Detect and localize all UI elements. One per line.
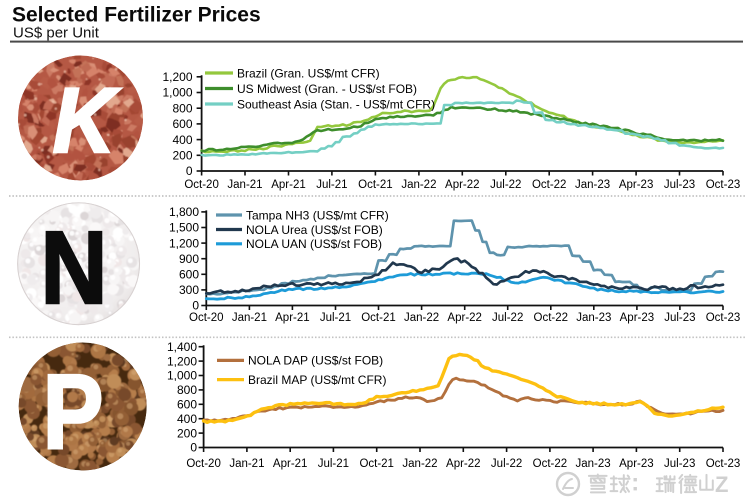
svg-text:Jul-21: Jul-21 bbox=[318, 458, 349, 470]
svg-text:Apr-21: Apr-21 bbox=[271, 179, 306, 191]
svg-text:Jan-22: Jan-22 bbox=[401, 179, 436, 191]
svg-text:Oct-21: Oct-21 bbox=[359, 458, 394, 470]
svg-text:NOLA UAN (US$/st FOB): NOLA UAN (US$/st FOB) bbox=[246, 237, 382, 251]
svg-text:Jan-21: Jan-21 bbox=[232, 312, 267, 324]
svg-text:400: 400 bbox=[177, 412, 197, 426]
svg-text:Jan-23: Jan-23 bbox=[575, 179, 610, 191]
svg-text:Jul-23: Jul-23 bbox=[664, 312, 695, 324]
svg-text:Brazil MAP (US$/mt CFR): Brazil MAP (US$/mt CFR) bbox=[248, 373, 386, 387]
svg-text:Jul-22: Jul-22 bbox=[492, 312, 523, 324]
svg-text:1,000: 1,000 bbox=[162, 86, 192, 100]
svg-text:Jul-22: Jul-22 bbox=[491, 458, 522, 470]
svg-text:Oct-20: Oct-20 bbox=[189, 312, 224, 324]
svg-text:1,500: 1,500 bbox=[169, 221, 199, 235]
svg-text:1,200: 1,200 bbox=[169, 236, 199, 250]
svg-text:600: 600 bbox=[179, 268, 199, 282]
svg-text:NOLA DAP (US$/st FOB): NOLA DAP (US$/st FOB) bbox=[248, 354, 383, 368]
svg-text:Z: Z bbox=[715, 472, 728, 497]
svg-text:Oct-22: Oct-22 bbox=[533, 458, 568, 470]
svg-text:800: 800 bbox=[177, 383, 197, 397]
svg-text:600: 600 bbox=[172, 117, 192, 131]
svg-text:Apr-21: Apr-21 bbox=[273, 458, 308, 470]
svg-text:1,200: 1,200 bbox=[167, 354, 197, 368]
svg-text:Jul-23: Jul-23 bbox=[664, 458, 695, 470]
svg-text:Apr-22: Apr-22 bbox=[447, 312, 482, 324]
svg-text:Apr-22: Apr-22 bbox=[446, 458, 481, 470]
svg-text:300: 300 bbox=[179, 283, 199, 297]
svg-text:NOLA Urea (US$/st FOB): NOLA Urea (US$/st FOB) bbox=[246, 223, 383, 237]
svg-text:200: 200 bbox=[177, 426, 197, 440]
svg-text:800: 800 bbox=[172, 101, 192, 115]
svg-text:Brazil (Gran. US$/mt CFR): Brazil (Gran. US$/mt CFR) bbox=[237, 66, 380, 80]
svg-text:Oct-23: Oct-23 bbox=[706, 458, 741, 470]
svg-text:1,000: 1,000 bbox=[167, 369, 197, 383]
svg-text:Jan-22: Jan-22 bbox=[404, 312, 439, 324]
svg-text:1,800: 1,800 bbox=[169, 205, 199, 219]
svg-text:Apr-22: Apr-22 bbox=[445, 179, 480, 191]
svg-text:1,400: 1,400 bbox=[167, 340, 197, 354]
svg-text:Apr-23: Apr-23 bbox=[619, 458, 654, 470]
svg-text:Jan-21: Jan-21 bbox=[227, 179, 262, 191]
svg-text:Tampa NH3 (US$/mt CFR): Tampa NH3 (US$/mt CFR) bbox=[246, 208, 389, 222]
svg-text:900: 900 bbox=[179, 252, 199, 266]
svg-text:Oct-20: Oct-20 bbox=[184, 179, 219, 191]
svg-text:K: K bbox=[53, 69, 121, 172]
svg-text:Jan-21: Jan-21 bbox=[229, 458, 264, 470]
svg-text:Oct-23: Oct-23 bbox=[706, 312, 741, 324]
svg-text:Jul-21: Jul-21 bbox=[320, 312, 351, 324]
svg-text:Jan-23: Jan-23 bbox=[576, 458, 611, 470]
svg-text:600: 600 bbox=[177, 398, 197, 412]
svg-text:200: 200 bbox=[172, 149, 192, 163]
svg-text:Oct-23: Oct-23 bbox=[706, 179, 741, 191]
svg-text:1,200: 1,200 bbox=[162, 70, 192, 84]
svg-text:Selected Fertilizer Prices: Selected Fertilizer Prices bbox=[12, 4, 261, 27]
svg-text:Apr-23: Apr-23 bbox=[620, 312, 655, 324]
svg-text:US Midwest (Gran. - US$/st FOB: US Midwest (Gran. - US$/st FOB) bbox=[237, 82, 417, 96]
svg-text:Apr-23: Apr-23 bbox=[619, 179, 654, 191]
svg-text:Apr-21: Apr-21 bbox=[275, 312, 310, 324]
svg-text:Jul-21: Jul-21 bbox=[316, 179, 347, 191]
svg-text:N: N bbox=[41, 209, 108, 325]
svg-text:Jul-22: Jul-22 bbox=[490, 179, 521, 191]
svg-text:0: 0 bbox=[192, 299, 199, 313]
svg-text:Oct-20: Oct-20 bbox=[186, 458, 221, 470]
svg-text:Jan-23: Jan-23 bbox=[576, 312, 611, 324]
svg-text:0: 0 bbox=[186, 164, 193, 178]
svg-text:Oct-21: Oct-21 bbox=[358, 179, 393, 191]
svg-text:Oct-22: Oct-22 bbox=[534, 312, 569, 324]
svg-text:0: 0 bbox=[190, 441, 197, 455]
svg-text:Oct-22: Oct-22 bbox=[532, 179, 567, 191]
svg-text:Jan-22: Jan-22 bbox=[402, 458, 437, 470]
svg-text:P: P bbox=[43, 353, 104, 471]
svg-text:Oct-21: Oct-21 bbox=[361, 312, 396, 324]
svg-text:400: 400 bbox=[172, 133, 192, 147]
svg-text:Jul-23: Jul-23 bbox=[664, 179, 695, 191]
svg-text:US$ per Unit: US$ per Unit bbox=[13, 25, 100, 42]
svg-text:Southeast Asia (Stan. - US$/mt: Southeast Asia (Stan. - US$/mt CFR) bbox=[237, 97, 435, 111]
